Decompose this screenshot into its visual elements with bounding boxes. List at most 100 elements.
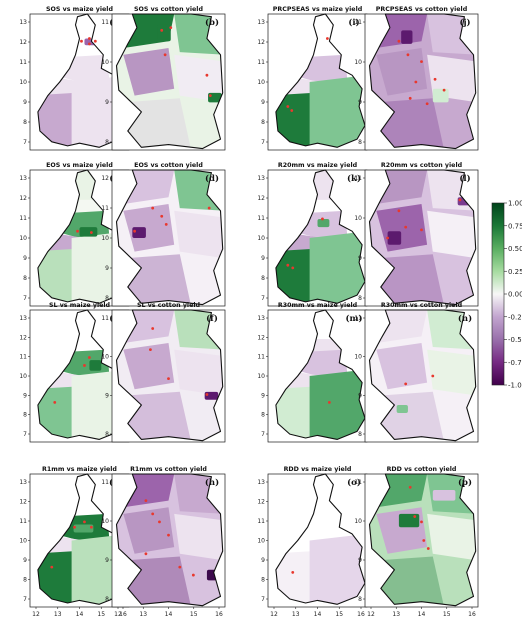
significance-dot (160, 28, 164, 32)
zone-north-west (376, 310, 428, 343)
y-tick-label: 9 (358, 557, 362, 564)
panel-title: EOS vs cotton yield (134, 162, 203, 169)
significance-dot (151, 327, 155, 330)
x-tick-label: 15 (190, 611, 198, 618)
panel-title: R1mm vs maize yield (42, 466, 117, 473)
panel-title: RDD vs cotton yield (387, 466, 457, 473)
zone-north-west (376, 170, 428, 204)
significance-dot (83, 520, 86, 524)
significance-dot (167, 533, 170, 537)
panel-title: R20mm vs maize yield (278, 162, 357, 169)
zone-mid-west (123, 343, 175, 390)
y-tick-label: 7 (261, 431, 265, 438)
region-outline (368, 473, 477, 607)
zone-highlight (157, 24, 171, 42)
significance-dot (178, 565, 182, 569)
x-tick-label: 13 (54, 611, 62, 618)
region-outline (37, 473, 128, 605)
zone-highlight (432, 489, 456, 501)
significance-dot (326, 37, 329, 40)
region-outline (115, 309, 224, 442)
y-tick-label: 11 (354, 175, 362, 182)
x-tick-label: 12 (367, 611, 375, 618)
significance-dot (163, 53, 167, 57)
x-tick-label: 12 (270, 611, 278, 618)
y-tick-label: 7 (23, 139, 27, 146)
region-outline (37, 309, 128, 440)
y-tick-label: 10 (101, 518, 109, 525)
y-tick-label: 12 (101, 175, 109, 182)
y-tick-label: 9 (105, 99, 109, 106)
significance-dot (406, 53, 410, 57)
y-tick-label: 11 (19, 215, 27, 222)
zone-east (309, 533, 365, 605)
y-tick-label: 8 (261, 577, 265, 584)
x-tick-label: 14 (418, 611, 426, 618)
significance-dot (404, 382, 408, 386)
significance-dot (164, 223, 168, 226)
significance-dot (160, 214, 164, 218)
y-tick-label: 8 (358, 139, 362, 146)
significance-dot (426, 547, 430, 550)
zone-highlight (432, 88, 449, 103)
y-tick-label: 13 (257, 479, 265, 486)
region-outline (37, 169, 128, 304)
significance-dot (413, 515, 417, 518)
significance-dot (169, 26, 173, 29)
zone-mid-east (427, 349, 476, 396)
panel-i: PRCPSEAS vs maize yield (i) 7 8 9 10 11 12 13 (257, 6, 368, 151)
significance-dot (420, 520, 423, 524)
panel-title: PRCPSEAS vs maize yield (273, 6, 362, 13)
significance-dot (191, 573, 195, 577)
significance-dot (73, 525, 76, 529)
significance-dot (386, 236, 389, 240)
x-tick-label: 16 (468, 611, 476, 618)
zone-mid-east (174, 54, 223, 103)
region-outline (115, 13, 224, 150)
y-tick-label: 13 (19, 175, 27, 182)
y-tick-label: 7 (23, 431, 27, 438)
y-tick-label: 11 (19, 354, 27, 361)
y-tick-label: 9 (105, 265, 109, 272)
y-tick-label: 13 (19, 315, 27, 322)
colorbar-tick-label: -1.00 (508, 382, 522, 390)
significance-dot (207, 206, 211, 210)
panel-o: RDD vs maize yield (o) 7 8 9 10 11 12 13 12 13 14 15… (257, 466, 368, 618)
region-map (369, 310, 476, 441)
zone-highlight (401, 30, 413, 44)
panel-m: R30mm vs maize yield (m) 7 8 9 10 11 12 13 (257, 302, 368, 443)
significance-dot (167, 377, 170, 381)
zone-mid-east (427, 513, 476, 561)
y-tick-label: 11 (101, 479, 109, 486)
significance-dot (53, 401, 57, 404)
colorbar-tick-label: 0.00 (508, 291, 522, 299)
x-tick-label: 16 (357, 611, 365, 618)
y-tick-label: 12 (19, 334, 27, 341)
y-tick-label: 7 (261, 295, 265, 302)
panel-b: SOS vs cotton yield(b) 8 9 10 11 (101, 6, 226, 151)
zone-east (309, 231, 365, 304)
x-tick-label: 14 (76, 611, 84, 618)
region-outline (368, 13, 477, 150)
colorbar-tick-label: 1.00 (508, 200, 522, 208)
y-tick-label: 9 (23, 557, 27, 564)
y-tick-label: 8 (23, 577, 27, 584)
y-tick-label: 9 (261, 255, 265, 262)
y-tick-label: 8 (23, 119, 27, 126)
significance-dot (408, 485, 412, 489)
y-tick-label: 13 (257, 19, 265, 26)
panel-title: RDD vs maize yield (284, 466, 352, 473)
significance-dot (321, 217, 324, 221)
panel-label: (n) (458, 313, 472, 324)
panel-title: R20mm vs cotton yield (381, 162, 462, 169)
panel-label: (l) (459, 173, 470, 184)
y-tick-label: 9 (261, 99, 265, 106)
panel-title: EOS vs maize yield (46, 162, 113, 169)
colorbar-scale (491, 202, 505, 386)
zone-highlight (73, 524, 94, 533)
panel-n: R30mm vs cotton yield (n) 8 9 10 11 (354, 302, 479, 443)
zone-highlight (132, 227, 146, 238)
y-tick-label: 9 (23, 99, 27, 106)
panel-title: R30mm vs maize yield (278, 302, 357, 309)
y-tick-label: 10 (354, 518, 362, 525)
